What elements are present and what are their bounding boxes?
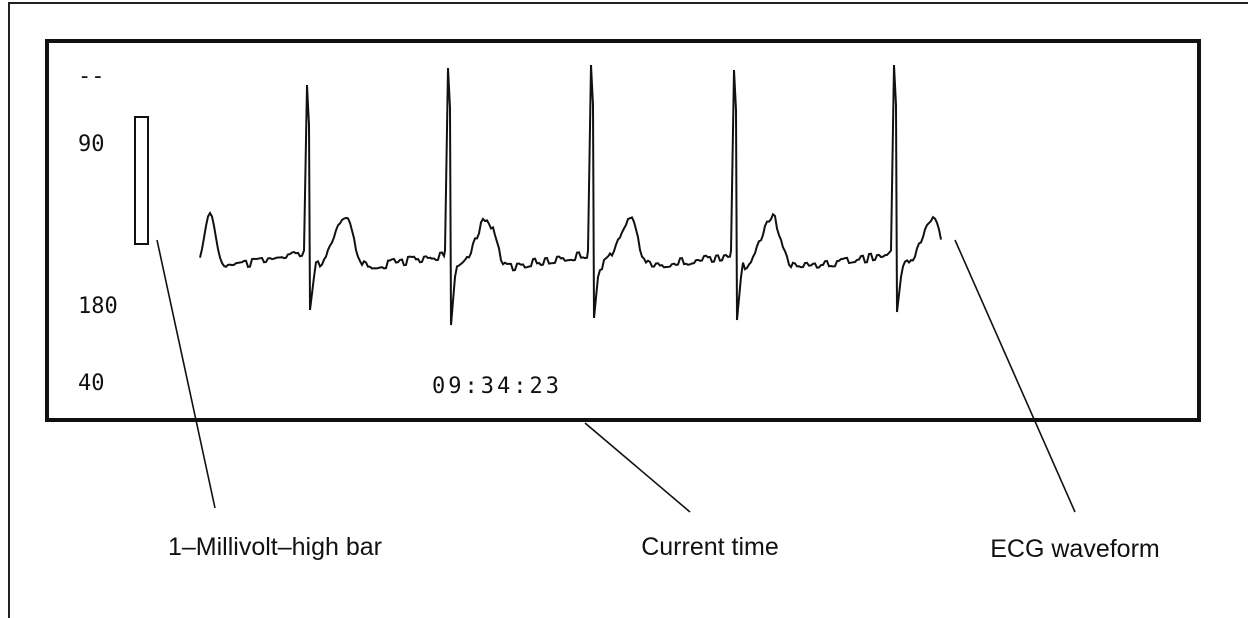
callout-line xyxy=(584,422,691,513)
current-time: 09:34:23 xyxy=(432,374,562,399)
millivolt-bar xyxy=(134,116,149,245)
callout-line xyxy=(954,239,1076,513)
outer-frame xyxy=(8,2,1248,618)
screen-label: 40 xyxy=(78,371,105,396)
callout-label: ECG waveform xyxy=(990,535,1159,563)
callout-label: Current time xyxy=(641,533,779,561)
screen-label: -- xyxy=(78,64,105,89)
screen-label: 180 xyxy=(78,294,118,319)
screen-label: 90 xyxy=(78,132,105,157)
callout-label: 1–Millivolt–high bar xyxy=(168,533,382,561)
callout-line xyxy=(156,239,216,509)
ecg-waveform xyxy=(199,64,942,326)
